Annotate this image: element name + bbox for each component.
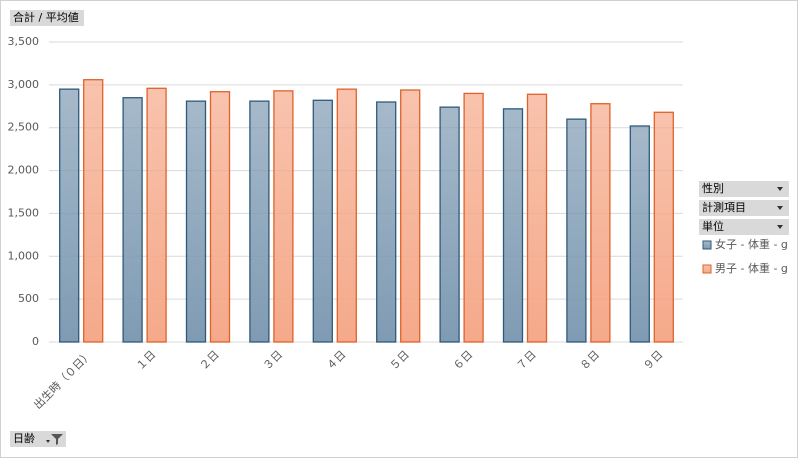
y-tick-label: 3,000	[8, 78, 40, 91]
axis-field-button[interactable]: 日齢	[10, 431, 66, 447]
y-tick-label: 3,500	[8, 35, 40, 48]
bar	[653, 111, 674, 343]
bar	[463, 92, 484, 343]
x-tick-label: １日	[134, 348, 159, 373]
legend-swatch	[702, 240, 712, 250]
values-field-button[interactable]: 合計 / 平均値	[10, 10, 84, 26]
y-tick-label: 1,000	[8, 249, 40, 262]
dropdown-arrow	[777, 187, 783, 191]
bar	[400, 89, 421, 343]
bar	[122, 97, 143, 343]
filter-icon	[46, 434, 63, 445]
bar	[439, 106, 460, 343]
dropdown-arrow	[777, 225, 783, 229]
bar	[273, 90, 294, 343]
legend-field-button[interactable]: 性別	[699, 181, 789, 197]
bar	[376, 101, 397, 343]
x-tick-label: ６日	[451, 348, 476, 373]
bar	[209, 91, 231, 343]
legend-field-button[interactable]: 単位	[699, 219, 789, 235]
y-tick-label: 2,500	[8, 121, 40, 134]
y-tick-label: 0	[32, 335, 39, 348]
y-tick-label: 1,500	[8, 206, 40, 219]
bar	[526, 93, 548, 343]
legend-field-label: 単位	[702, 220, 724, 233]
bar	[590, 103, 611, 343]
legend-swatch	[702, 264, 712, 274]
bar	[146, 87, 167, 343]
bar	[312, 99, 333, 343]
bar	[336, 88, 357, 343]
x-tick-label: ７日	[514, 348, 539, 373]
x-tick-label: ４日	[324, 348, 349, 373]
bar	[566, 118, 587, 343]
bar	[502, 108, 524, 343]
x-tick-label: ８日	[577, 348, 602, 373]
axis-field-label: 日齢	[13, 432, 35, 445]
x-tick-label: ２日	[197, 348, 222, 373]
bar	[185, 100, 207, 343]
bar	[59, 88, 80, 343]
x-tick-label: ５日	[387, 348, 412, 373]
y-tick-label: 2,000	[8, 164, 40, 177]
legend-field-label: 計測項目	[702, 201, 746, 214]
dropdown-arrow	[777, 206, 783, 210]
x-tick-label: 出生時（０日）	[31, 347, 95, 411]
legend-field-label: 性別	[702, 182, 724, 195]
legend-field-button[interactable]: 計測項目	[699, 200, 789, 216]
legend-label: 男子 - 体重 - g	[715, 261, 788, 275]
bar	[629, 125, 650, 343]
bar	[83, 79, 104, 343]
y-tick-label: 500	[18, 292, 39, 305]
x-tick-label: ３日	[260, 348, 285, 373]
legend-label: 女子 - 体重 - g	[715, 237, 788, 251]
x-tick-label: ９日	[641, 348, 666, 373]
bar	[249, 100, 270, 343]
